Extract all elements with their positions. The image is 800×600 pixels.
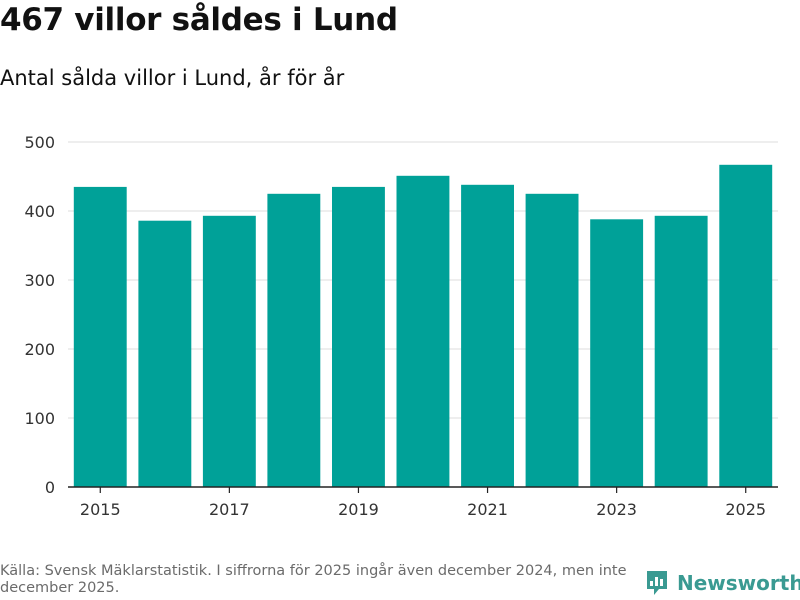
bars	[73, 164, 773, 488]
bar-chart: 0 100 200 300 400 500 2015 2017 2019 2021 2023 202…	[24, 133, 778, 519]
chart-title: 467 villor såldes i Lund	[0, 2, 398, 38]
bar-2024	[654, 215, 708, 488]
bar-2023	[590, 219, 644, 488]
y-tick-label: 100	[24, 409, 55, 428]
y-tick-label: 0	[45, 478, 55, 497]
bar-2015	[73, 186, 127, 487]
y-axis-ticks: 0 100 200 300 400 500	[24, 133, 55, 497]
y-tick-label: 400	[24, 202, 55, 221]
bar-2017	[202, 215, 256, 488]
bar-2020	[396, 175, 450, 488]
bar-2021	[461, 184, 514, 488]
bar-2022	[525, 193, 579, 488]
chart-subtitle: Antal sålda villor i Lund, år för år	[0, 66, 345, 90]
x-tick-label: 2019	[338, 500, 379, 519]
bar-2016	[138, 220, 192, 487]
x-tick-label: 2023	[596, 500, 637, 519]
brand-logo: Newsworthy	[645, 569, 800, 597]
y-tick-label: 500	[24, 133, 55, 152]
x-tick-label: 2017	[209, 500, 250, 519]
bar-2018	[267, 193, 321, 488]
x-axis-ticks: 2015 2017 2019 2021 2023 2025	[80, 487, 766, 519]
y-tick-label: 200	[24, 340, 55, 359]
brand-name: Newsworthy	[677, 571, 800, 595]
bar-2025	[719, 164, 773, 488]
x-tick-label: 2025	[725, 500, 766, 519]
bar-2019	[332, 186, 385, 487]
x-tick-label: 2021	[467, 500, 508, 519]
y-tick-label: 300	[24, 271, 55, 290]
source-note: Källa: Svensk Mäklarstatistik. I siffror…	[0, 563, 627, 596]
x-tick-label: 2015	[80, 500, 121, 519]
newsworthy-icon	[647, 571, 667, 595]
